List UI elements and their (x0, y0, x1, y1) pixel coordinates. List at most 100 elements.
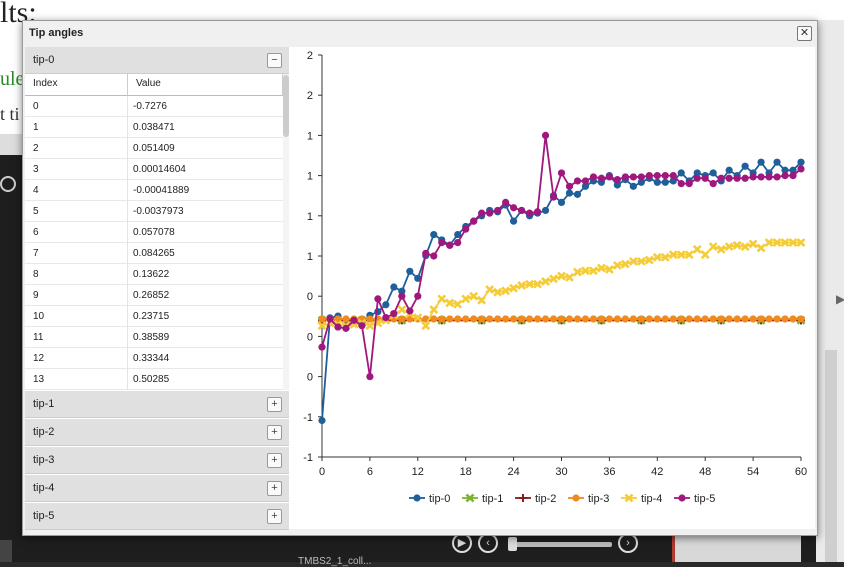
data-point-tip-3 (517, 315, 526, 323)
data-point-tip-5 (621, 173, 629, 181)
data-point-tip-3 (661, 315, 669, 323)
chevron-right-icon[interactable]: ▶ (836, 292, 844, 306)
data-point-tip-3 (454, 315, 462, 323)
data-point-tip-3 (581, 315, 590, 323)
previous-icon[interactable]: ‹ (478, 533, 498, 553)
data-point-tip-5 (581, 177, 590, 185)
table-row[interactable]: 1 0.038471 (25, 117, 283, 138)
value-cell: 0.26852 (133, 290, 170, 301)
table-row[interactable]: 4 -0.00041889 (25, 180, 283, 201)
data-point-tip-0 (541, 206, 550, 215)
table-row[interactable]: 9 0.26852 (25, 285, 283, 306)
data-point-tip-3 (502, 315, 510, 323)
expand-icon[interactable]: + (267, 481, 282, 496)
accordion-header-tip-1[interactable]: tip-1 + (25, 391, 289, 418)
table-row[interactable]: 3 0.00014604 (25, 159, 283, 180)
data-point-tip-0 (318, 416, 326, 425)
collapse-icon[interactable]: − (267, 53, 282, 68)
data-point-tip-4 (780, 238, 790, 248)
data-point-tip-4 (509, 283, 519, 293)
accordion-header-tip-2[interactable]: tip-2 + (25, 419, 289, 446)
table-row[interactable]: 6 0.057078 (25, 222, 283, 243)
data-point-tip-5 (470, 217, 478, 225)
data-point-tip-5 (645, 172, 653, 180)
column-header-index[interactable]: Index (25, 74, 128, 96)
data-point-tip-5 (350, 316, 358, 324)
value-cell: 0.38589 (133, 332, 170, 343)
data-point-tip-5 (510, 204, 518, 212)
data-point-tip-0 (653, 178, 661, 186)
index-cell: 3 (33, 164, 39, 175)
data-point-tip-3 (773, 315, 781, 323)
expand-icon[interactable]: + (267, 397, 282, 412)
data-point-tip-5 (406, 307, 414, 315)
data-point-tip-3 (725, 315, 733, 323)
accordion-header-tip-5[interactable]: tip-5 + (25, 503, 289, 530)
accordion-label: tip-5 (33, 510, 55, 522)
table-row[interactable]: 12 0.33344 (25, 348, 283, 369)
data-point-tip-5 (358, 322, 366, 330)
y-tick-label: 1 (307, 211, 313, 223)
value-cell: 0.33344 (133, 353, 170, 364)
data-point-tip-5 (685, 180, 693, 188)
data-point-tip-5 (454, 239, 462, 247)
background-left-strip (0, 540, 12, 562)
data-point-tip-5 (374, 295, 382, 303)
data-point-tip-0 (581, 182, 590, 190)
column-header-value[interactable]: Value (128, 74, 283, 96)
data-point-tip-3 (789, 315, 797, 323)
data-point-tip-4 (660, 252, 670, 262)
expand-icon[interactable]: + (267, 453, 282, 468)
index-cell: 1 (33, 122, 39, 133)
data-point-tip-5 (757, 173, 765, 181)
data-point-tip-3 (653, 315, 661, 323)
background-text: t ti (0, 104, 20, 124)
accordion-label: tip-2 (33, 426, 55, 438)
close-icon[interactable]: ✕ (797, 26, 812, 41)
table-row[interactable]: 11 0.38589 (25, 327, 283, 348)
value-cell: 0.057078 (133, 227, 175, 238)
data-point-tip-4 (445, 298, 455, 308)
data-point-tip-5 (573, 177, 582, 185)
accordion-header-tip-0[interactable]: tip-0 − (25, 47, 289, 74)
table-scrollbar-thumb[interactable] (283, 75, 289, 137)
x-tick-label: 54 (747, 466, 759, 478)
table-row[interactable]: 10 0.23715 (25, 306, 283, 327)
expand-icon[interactable]: + (267, 509, 282, 524)
table-scrollbar[interactable] (283, 74, 289, 390)
data-point-tip-0 (781, 166, 789, 174)
data-point-tip-5 (430, 252, 438, 260)
index-cell: 6 (33, 227, 39, 238)
table-row[interactable]: 2 0.051409 (25, 138, 283, 159)
accordion-header-tip-3[interactable]: tip-3 + (25, 447, 289, 474)
data-point-tip-4 (644, 255, 654, 265)
data-point-tip-4 (461, 294, 471, 304)
expand-icon[interactable]: + (267, 425, 282, 440)
x-tick-label: 48 (699, 466, 711, 478)
value-cell: 0.00014604 (133, 164, 186, 175)
values-table: Index Value 0 -0.7276 1 0.038471 2 0.051409 3 0… (25, 74, 283, 390)
table-row[interactable]: 7 0.084265 (25, 243, 283, 264)
data-point-tip-3 (549, 315, 558, 323)
table-row[interactable]: 0 -0.7276 (25, 96, 283, 117)
data-point-tip-3 (342, 315, 350, 323)
background-scrollbar[interactable] (825, 350, 837, 562)
accordion-header-tip-4[interactable]: tip-4 + (25, 475, 289, 502)
data-point-tip-3 (510, 315, 518, 323)
play-icon[interactable]: ▶ (452, 533, 472, 553)
table-row[interactable]: 5 -0.0037973 (25, 201, 283, 222)
next-icon[interactable]: › (618, 533, 638, 553)
eye-icon[interactable] (0, 176, 16, 192)
accordion-label: tip-1 (33, 398, 55, 410)
data-point-tip-3 (733, 315, 741, 323)
x-tick-label: 60 (795, 466, 807, 478)
data-point-tip-5 (701, 174, 709, 182)
data-point-tip-3 (557, 315, 566, 323)
timeline-track[interactable] (512, 542, 612, 547)
accordion-panel: tip-0 − Index Value 0 -0.7276 1 0.038471 2 0.… (25, 47, 289, 530)
table-row[interactable]: 8 0.13622 (25, 264, 283, 285)
timeline-handle[interactable] (508, 537, 517, 551)
table-row[interactable]: 13 0.50285 (25, 369, 283, 390)
data-point-tip-4 (469, 291, 479, 301)
legend-label-tip-4: tip-4 (641, 493, 662, 505)
